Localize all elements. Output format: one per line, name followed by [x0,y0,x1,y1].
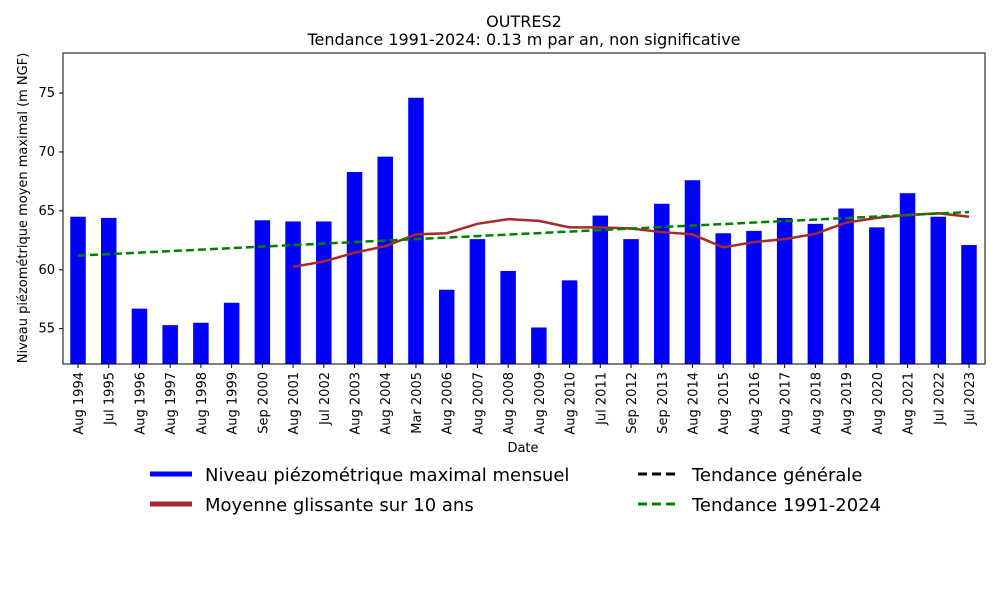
bar [623,239,639,364]
bar [746,230,762,364]
x-tick-label: Aug 2003 [349,372,364,435]
bar [684,180,701,364]
x-tick-label: Aug 2019 [840,372,855,435]
x-tick-label: Aug 2016 [748,372,763,435]
y-tick-label: 65 [38,204,55,219]
x-tick-label: Aug 2014 [686,372,701,435]
bar [223,302,240,364]
x-tick-label: Jul 1995 [103,372,118,426]
bar [285,221,301,364]
bar [869,227,885,364]
x-tick-label: Aug 2007 [471,372,486,435]
x-tick-label: Aug 2009 [533,372,548,435]
bar [254,220,271,364]
bar [438,289,455,364]
bar [807,223,824,364]
bar [193,322,209,364]
chart-title: OUTRES2 [486,12,562,31]
x-tick-label: Sep 2013 [656,372,671,434]
x-tick-label: Aug 2006 [441,372,456,435]
y-axis-label: Niveau piézométrique moyen maximal (m NG… [16,53,31,364]
x-tick-label: Jul 2023 [963,372,978,426]
x-tick-label: Aug 2021 [902,372,917,435]
x-tick-label: Aug 1996 [133,372,148,435]
y-tick-label: 60 [38,263,55,278]
x-tick-label: Aug 1997 [164,372,179,435]
bar [776,217,793,364]
chart-subtitle: Tendance 1991-2024: 0.13 m par an, non s… [306,30,740,49]
x-tick-label: Aug 2004 [379,372,394,435]
bar [469,239,486,364]
y-tick-label: 70 [38,145,55,160]
bar [500,270,516,364]
x-tick-label: Jul 2022 [932,372,947,426]
x-tick-label: Aug 2015 [717,372,732,435]
x-tick-label: Aug 2018 [809,372,824,435]
legend-label-moving-average: Moyenne glissante sur 10 ans [205,495,474,516]
x-tick-label: Aug 1998 [195,372,210,435]
bar [531,327,547,364]
x-tick-label: Mar 2005 [410,372,425,434]
x-tick-label: Sep 2000 [256,372,271,434]
x-tick-label: Aug 2020 [871,372,886,435]
bar [377,156,393,364]
bar [162,325,178,364]
bar [715,233,731,364]
x-tick-label: Aug 1994 [72,372,87,435]
x-tick-label: Sep 2012 [625,372,640,434]
x-axis-label: Date [507,441,538,456]
legend: Niveau piézométrique maximal mensuel Moy… [150,465,881,516]
bar [131,308,148,364]
x-tick-label: Jul 2002 [318,372,333,426]
x-tick-label: Jul 2011 [594,372,609,426]
x-tick-label: Aug 2017 [779,372,794,435]
bar [961,245,977,364]
bar [70,216,86,364]
y-tick-label: 55 [38,322,55,337]
bar [838,208,854,364]
trend-line [77,210,970,257]
bar [930,216,947,364]
x-tick-label: Aug 1999 [226,372,241,435]
x-tick-label: Aug 2001 [287,372,302,435]
x-tick-label: Aug 2008 [502,372,517,435]
bar [561,280,578,364]
bar [316,221,332,364]
bar [899,193,916,364]
legend-label-trend: Tendance 1991-2024 [691,495,881,516]
bar [100,217,117,364]
y-tick-label: 75 [38,86,55,101]
plot-frame [62,52,986,365]
x-tick-label: Aug 2010 [564,372,579,435]
bar [654,203,670,364]
legend-label-bar: Niveau piézométrique maximal mensuel [205,465,569,486]
bar [346,171,363,364]
bar [592,215,609,364]
legend-label-general-trend: Tendance générale [691,465,862,486]
bar [408,97,424,365]
